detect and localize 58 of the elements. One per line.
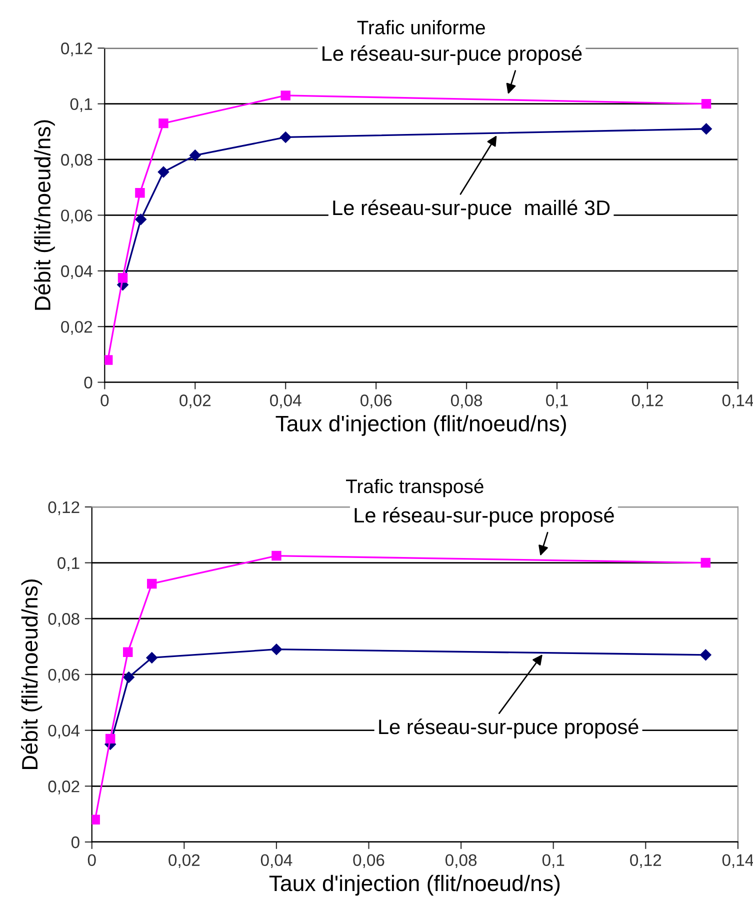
point (700, 123, 712, 134)
y-axis-title: Débit (flit/noeud/ns) (34, 120, 55, 310)
x-tick-label: 0,12 (630, 854, 662, 868)
y-tick-label: 0,12 (48, 501, 80, 516)
x-tick-label: 0,06 (360, 394, 392, 408)
annotation: Le réseau-sur-puce proposé (322, 45, 582, 66)
annotation: Le réseau-sur-puce maillé 3D (333, 200, 610, 220)
y-tick-label: 0,08 (48, 613, 80, 627)
point (700, 558, 710, 568)
chart-title: Trafic transposé (346, 478, 484, 498)
y-tick-label: 0,06 (48, 668, 80, 683)
point (146, 652, 158, 664)
x-tick-label: 0,02 (168, 854, 200, 868)
point (158, 118, 168, 128)
point (270, 644, 282, 655)
point (700, 649, 712, 661)
chart-title: Trafic uniforme (357, 20, 485, 34)
point (92, 814, 100, 825)
point (135, 214, 146, 225)
x-tick-label: 0,06 (353, 854, 384, 868)
y-tick-label: 0,12 (61, 42, 92, 56)
y-tick-label: 0,02 (48, 780, 80, 794)
x-axis-title: Taux d'injection (flit/noeud/ns) (276, 415, 566, 436)
point (105, 734, 116, 744)
x-tick-label: 0,1 (542, 854, 564, 868)
y-tick-label: 0,02 (61, 320, 92, 335)
x-tick-label: 0 (100, 394, 109, 406)
point (118, 272, 128, 283)
point (272, 550, 282, 561)
point (190, 150, 201, 161)
y-tick-label: 0,06 (61, 210, 92, 224)
point (123, 647, 133, 657)
x-tick-label: 0,04 (270, 394, 302, 408)
point (135, 188, 145, 198)
point (158, 166, 170, 178)
y-tick-label: 0,1 (70, 98, 92, 112)
x-tick-label: 0,12 (632, 394, 663, 408)
annotation: Le réseau-sur-puce proposé (354, 507, 614, 527)
annotation: Le réseau-sur-puce proposé (379, 718, 638, 738)
point (123, 672, 134, 683)
point (280, 90, 290, 100)
point (104, 355, 113, 365)
y-tick-label: 0 (71, 836, 80, 848)
x-tick-label: 0,04 (260, 854, 292, 868)
point (146, 578, 157, 589)
y-tick-label: 0,04 (48, 724, 80, 738)
y-tick-label: 0 (84, 376, 92, 388)
x-tick-label: 0,1 (546, 394, 568, 408)
x-tick-label: 0,08 (450, 394, 482, 408)
y-axis-title: Débit (flit/noeud/ns) (21, 579, 42, 769)
x-tick-label: 0,02 (180, 394, 211, 408)
y-tick-label: 0,04 (61, 265, 92, 280)
x-axis-title: Taux d'injection (flit/noeud/ns) (269, 874, 560, 896)
point (701, 98, 712, 109)
point (280, 132, 292, 143)
y-tick-label: 0,1 (58, 557, 80, 571)
x-tick-label: 0,08 (445, 854, 477, 868)
y-tick-label: 0,08 (61, 154, 92, 168)
